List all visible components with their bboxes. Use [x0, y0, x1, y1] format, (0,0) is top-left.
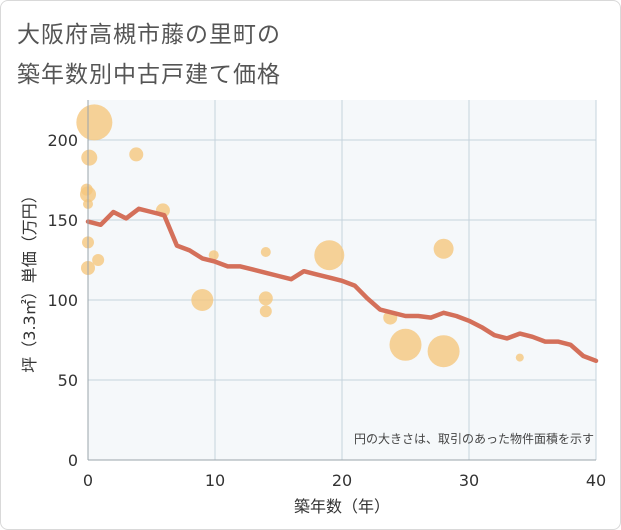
- bubble-point: [260, 247, 271, 257]
- bubble-point: [129, 147, 144, 162]
- bubble-point: [259, 305, 272, 318]
- y-tick-label: 50: [58, 371, 78, 390]
- bubble-point: [81, 149, 98, 166]
- bubble-point: [191, 289, 214, 311]
- bubble-point: [314, 240, 345, 271]
- bubble-point: [92, 254, 105, 266]
- bubble-point: [389, 328, 422, 361]
- axes: 0 10 20 30 40 0 50 100 150 200: [47, 100, 606, 490]
- x-tick-label: 40: [586, 471, 606, 490]
- price-line: [85, 206, 599, 364]
- bubble-series: [76, 104, 524, 368]
- y-tick-label: 200: [47, 131, 78, 150]
- y-tick-label: 150: [47, 211, 78, 230]
- bubble-point: [208, 250, 219, 261]
- x-tick-label: 20: [332, 471, 352, 490]
- bubble-point: [433, 238, 454, 259]
- y-axis-label: 坪（3.3㎡）単価（万円）: [20, 187, 39, 372]
- x-tick-label: 30: [459, 471, 479, 490]
- x-tick-label: 0: [83, 471, 93, 490]
- bubble-point: [258, 291, 273, 306]
- bubble-point: [427, 335, 460, 368]
- chart-title-line1: 大阪府高槻市藤の里町の: [17, 22, 281, 48]
- bubble-point: [515, 353, 524, 362]
- y-tick-label: 100: [47, 291, 78, 310]
- bubble-point: [76, 104, 113, 141]
- price-line-series: [85, 206, 599, 364]
- y-tick-label: 0: [68, 451, 78, 470]
- x-tick-label: 10: [205, 471, 225, 490]
- x-axis-label: 築年数（年）: [294, 497, 390, 516]
- chart-title-line2: 築年数別中古戸建て価格: [17, 62, 281, 88]
- bubble-size-note: 円の大きさは、取引のあった物件面積を示す: [354, 431, 594, 446]
